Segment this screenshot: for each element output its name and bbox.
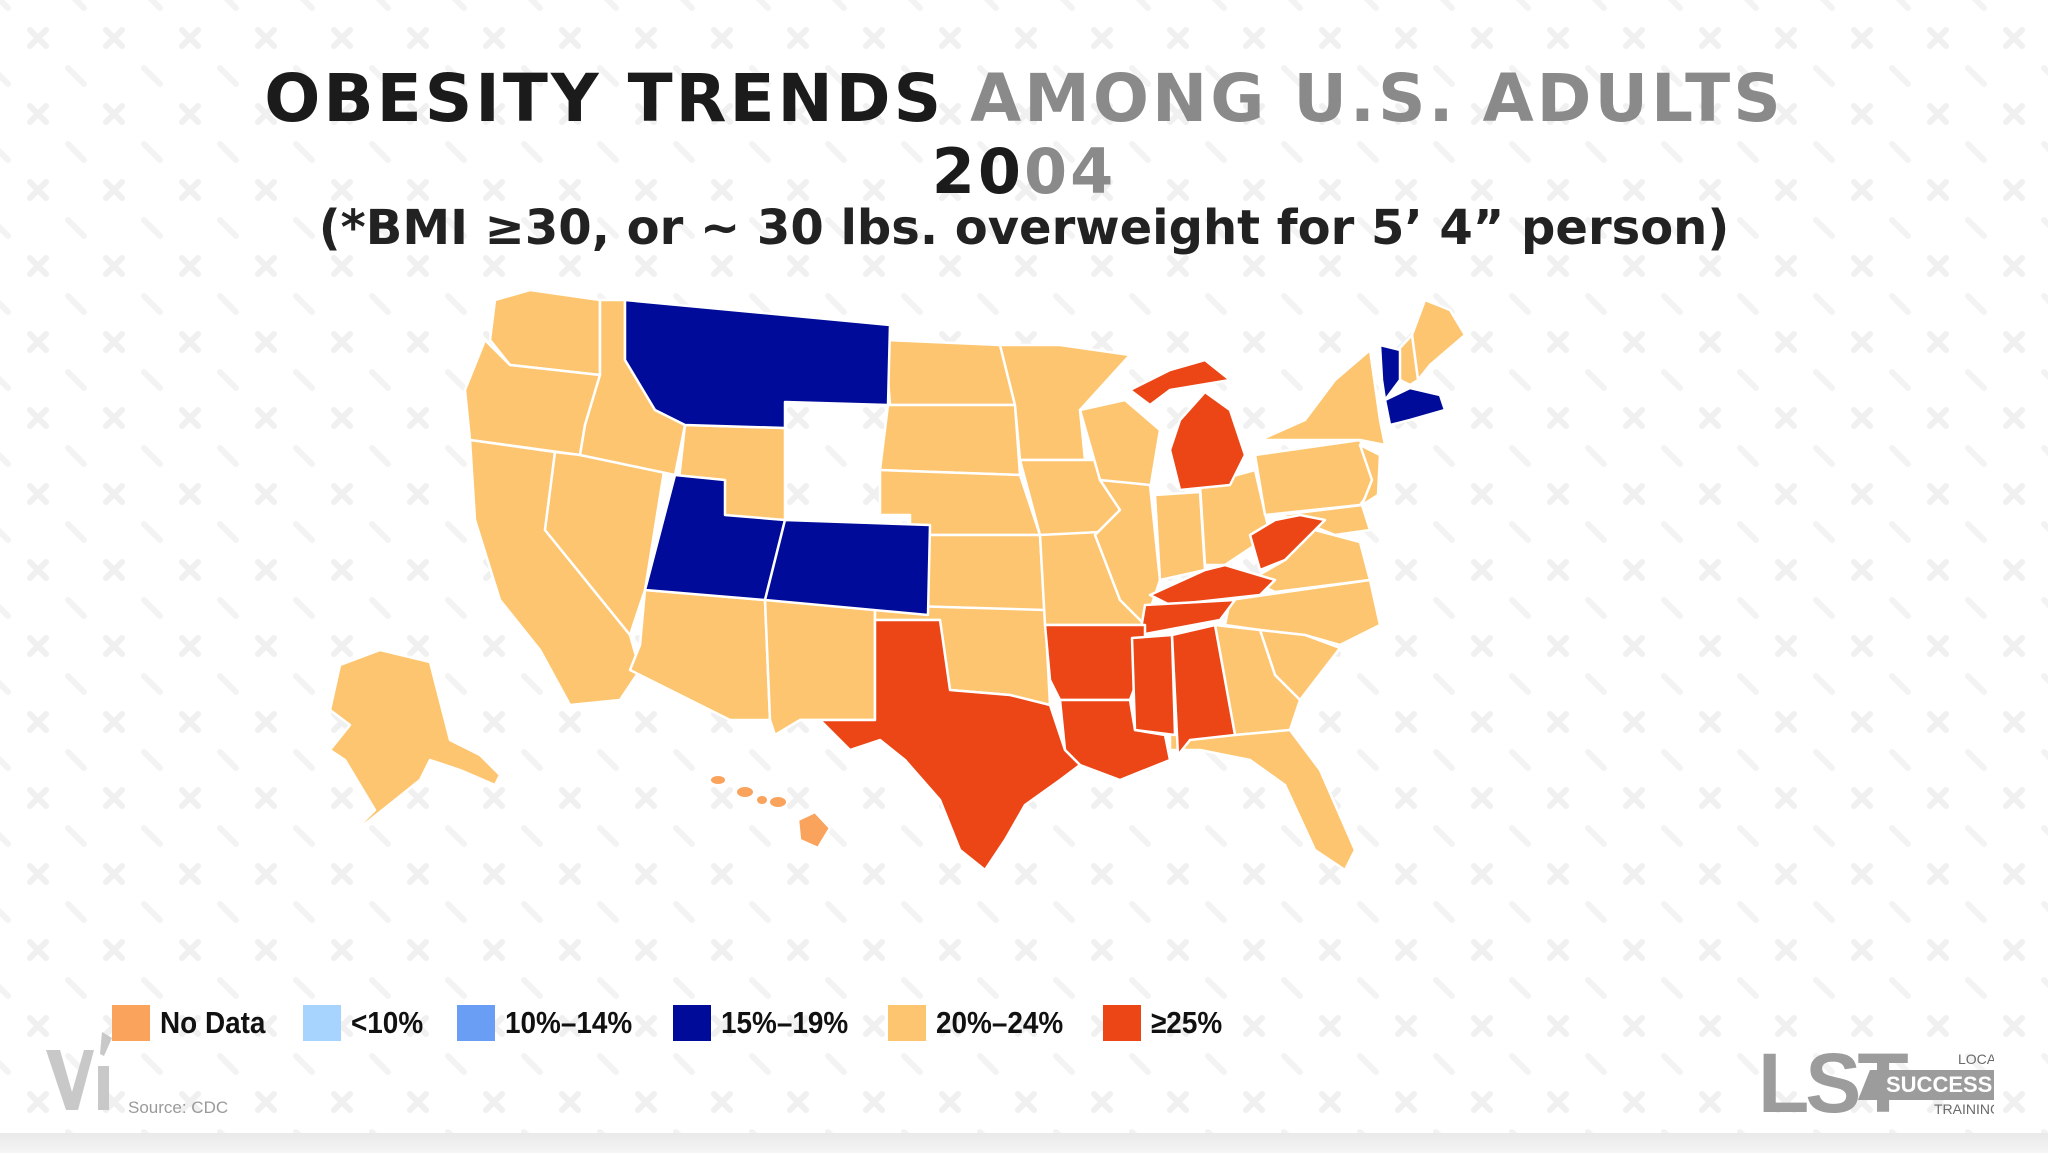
state-mississippi (1130, 633, 1177, 737)
state-alabama (1170, 623, 1237, 757)
title-grey-part: AMONG U.S. ADULTS (970, 60, 1784, 137)
state-minnesota (998, 343, 1132, 462)
state-massachusetts-ct-ri (1383, 386, 1447, 427)
state-vermont (1378, 343, 1402, 402)
legend-label: ≥25% (1151, 1005, 1223, 1040)
state-west-virginia (1248, 513, 1327, 572)
legend-label: 10%–14% (505, 1005, 633, 1040)
lst-logo: LST LOCAL SUCCESS TRAINING (1758, 1042, 1994, 1118)
state-hawaii (711, 776, 832, 850)
state-arizona (628, 588, 772, 722)
legend-item-under-10: <10% (303, 1005, 431, 1041)
state-colorado (763, 518, 932, 617)
svg-text:TRAINING: TRAINING (1934, 1101, 1994, 1117)
svg-text:LOCAL: LOCAL (1958, 1051, 1994, 1067)
legend-label: No Data (160, 1005, 266, 1040)
state-michigan-upper (1128, 358, 1232, 407)
state-alaska (328, 648, 502, 837)
state-arkansas (1043, 623, 1147, 702)
state-pennsylvania (1253, 438, 1377, 517)
legend-item-25-plus: ≥25% (1103, 1005, 1230, 1041)
page-title: OBESITY TRENDS AMONG U.S. ADULTS (0, 60, 2048, 137)
subtitle: (*BMI ≥30, or ~ 30 lbs. overweight for 5… (318, 200, 1730, 256)
state-wisconsin (1078, 398, 1162, 492)
legend-swatch (672, 1005, 711, 1041)
states-20-24 (328, 288, 1467, 872)
vi-logo (46, 1032, 112, 1110)
state-north-dakota (883, 338, 1017, 407)
legend-swatch (457, 1005, 496, 1041)
legend-swatch (887, 1005, 926, 1041)
source-note: Source: CDC (128, 1098, 229, 1117)
state-montana (623, 298, 892, 430)
title-dark-part: OBESITY TRENDS (264, 60, 971, 137)
state-michigan-lower (1168, 390, 1247, 492)
states-25-plus (798, 358, 1327, 872)
legend-item-10-14: 10%–14% (457, 1005, 646, 1041)
legend-swatch (303, 1005, 342, 1041)
svg-text:SUCCESS: SUCCESS (1886, 1072, 1992, 1097)
title-year-grey: 04 (1024, 135, 1117, 208)
state-texas (798, 618, 1082, 872)
us-obesity-map (328, 288, 1467, 872)
legend-label: 20%–24% (935, 1005, 1064, 1040)
legend-item-15-19: 15%–19% (672, 1005, 862, 1041)
title-year-dark: 20 (931, 135, 1024, 208)
state-florida (1168, 728, 1357, 872)
legend: No Data <10% 10%–14% 15%–19% 20%–24% ≥25… (112, 1003, 1256, 1043)
legend-swatch (112, 1005, 150, 1041)
states-15-19 (623, 298, 1447, 617)
legend-label: <10% (351, 1005, 424, 1040)
state-new-mexico (763, 598, 877, 737)
legend-item-20-24: 20%–24% (887, 1005, 1077, 1041)
legend-label: 15%–19% (720, 1005, 848, 1040)
state-new-jersey (1358, 443, 1382, 507)
state-new-york (1258, 348, 1387, 447)
legend-swatch (1103, 1005, 1142, 1041)
state-south-dakota (878, 403, 1022, 477)
state-indiana (1153, 490, 1207, 582)
state-maine (1410, 298, 1467, 382)
title-year: 2004 (0, 135, 2048, 208)
legend-item-no-data: No Data (112, 1005, 277, 1041)
bottom-bar (0, 1133, 2048, 1153)
state-illinois (1093, 478, 1162, 627)
